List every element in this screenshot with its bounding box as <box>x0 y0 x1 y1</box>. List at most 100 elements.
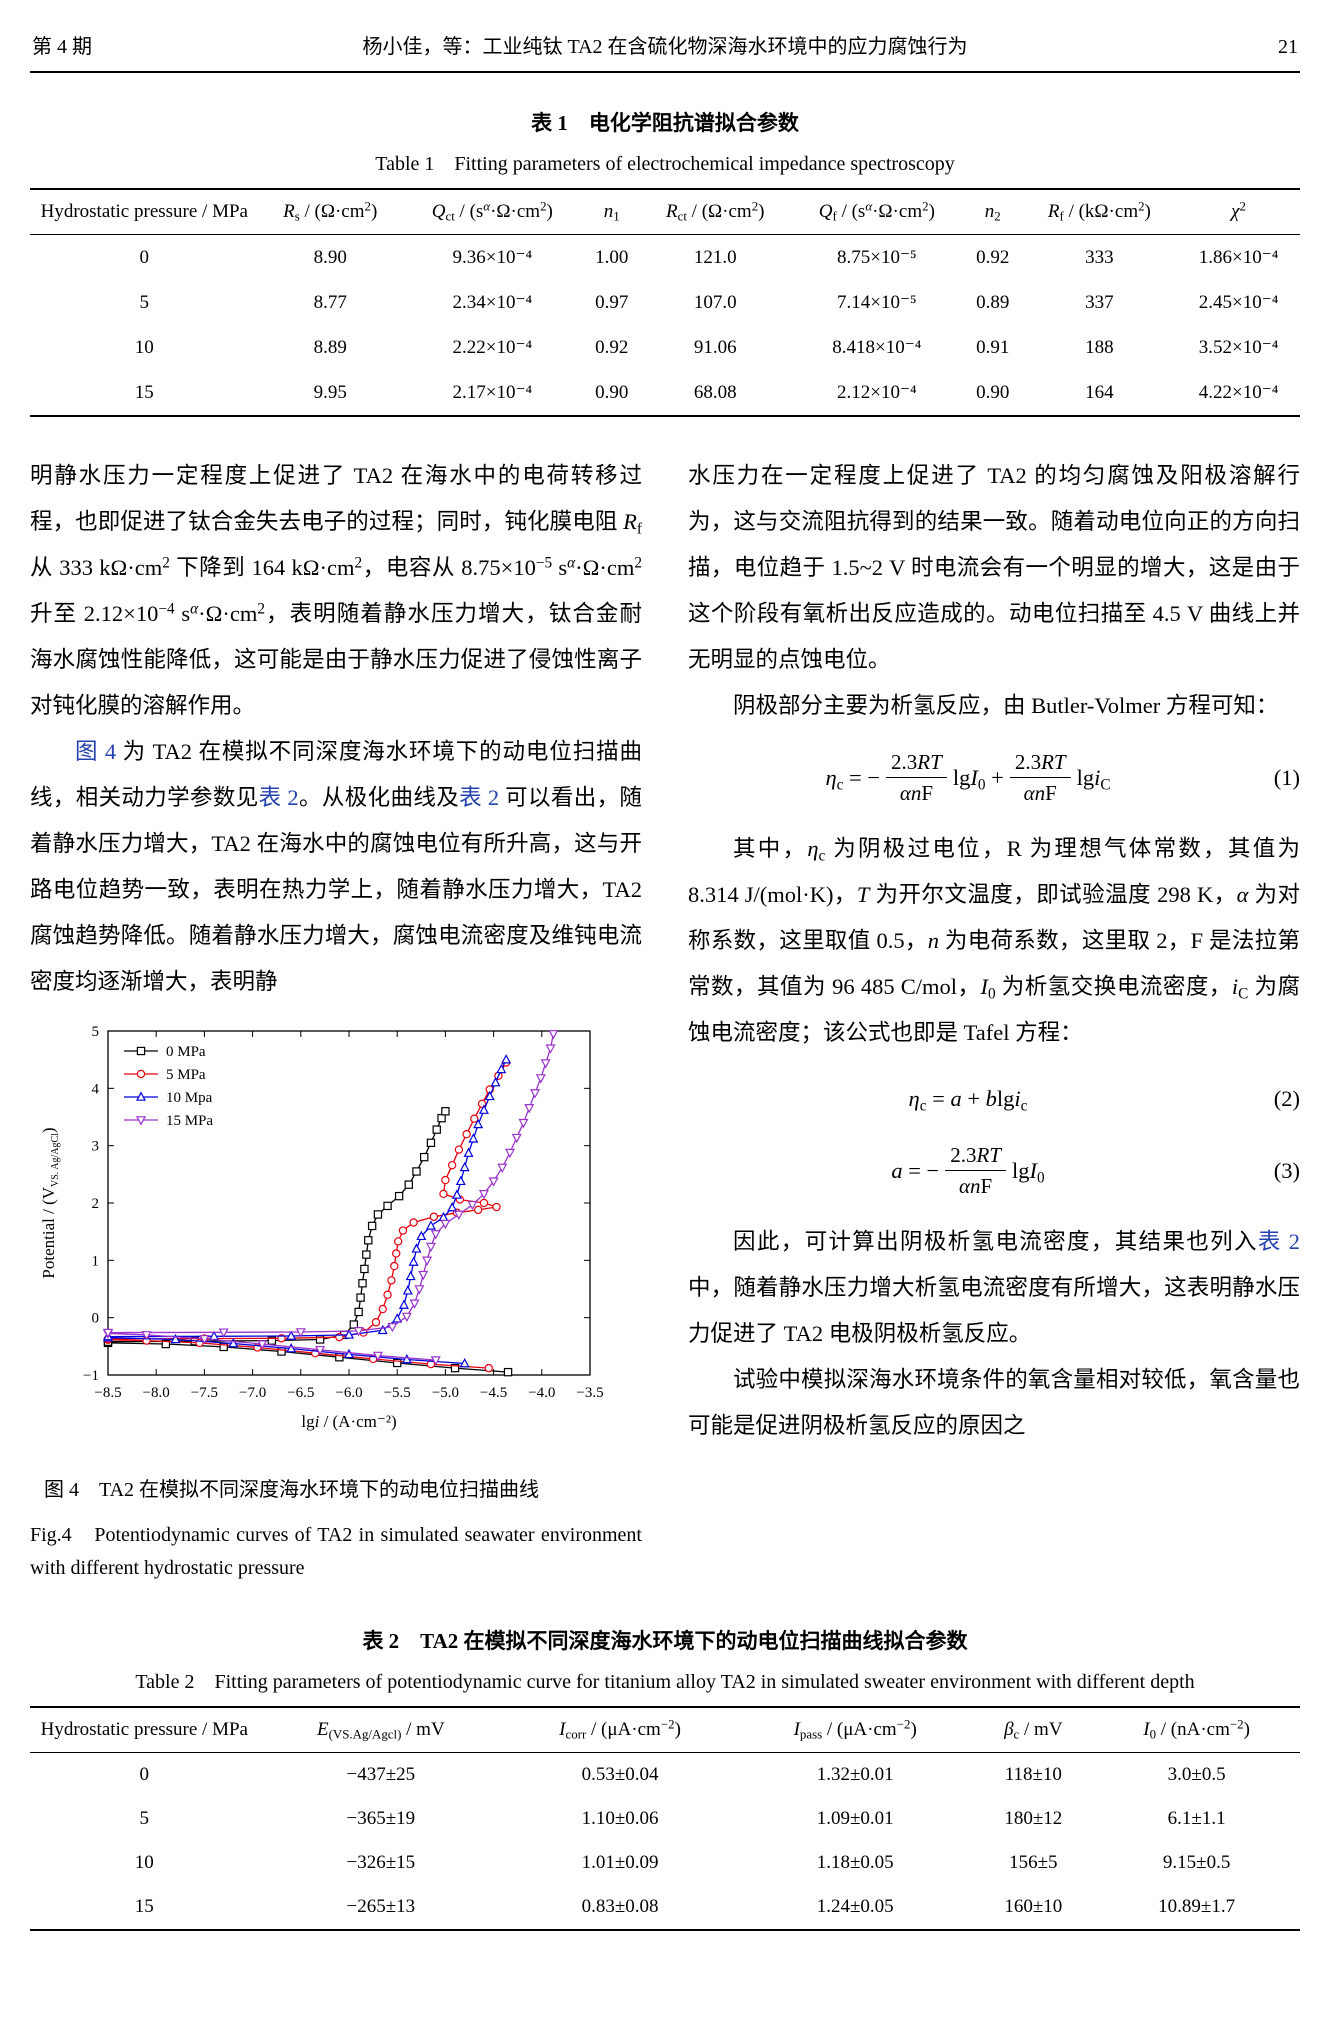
table2-head: Hydrostatic pressure / MPa E(VS.Ag/Agcl) … <box>30 1707 1300 1753</box>
cross-reference-link[interactable]: 表 2 <box>459 785 500 810</box>
text-segment: / (μA·cm <box>822 1719 897 1740</box>
table-row: 10 8.89 2.22×10⁻⁴ 0.92 91.06 8.418×10⁻⁴ 0.91 18… <box>30 325 1300 370</box>
text-segment: 中，随着静水压力增大析氢电流密度有所增大，这表明静水压力促进了 TA2 电极阴极… <box>688 1275 1300 1346</box>
text-segment: (VS.Ag/Agcl) <box>328 1726 402 1742</box>
table-cell: 1.10±0.06 <box>581 1808 659 1829</box>
text-segment: n <box>984 201 995 222</box>
table-cell: 4.22×10⁻⁴ <box>1198 382 1279 403</box>
text-segment: ·Ω·cm <box>872 201 923 222</box>
text-segment: RT <box>917 750 942 774</box>
text-segment: i <box>1094 764 1101 790</box>
text-segment: 2 <box>634 554 642 572</box>
column-header: Icorr / (μA·cm−2) <box>503 1707 737 1753</box>
text-segment: / (nA·cm <box>1156 1719 1230 1740</box>
text-segment: β <box>1004 1719 1014 1740</box>
table-cell: 0.53±0.04 <box>581 1764 659 1785</box>
text-segment: 水压力在一定程度上促进了 TA2 的均匀腐蚀及阳极溶解行为，这与交流阻抗得到的结… <box>688 463 1300 672</box>
text-segment: I <box>1143 1719 1150 1740</box>
table1-head: Hydrostatic pressure / MPa Rs / (Ω·cm2) Qc… <box>30 189 1300 235</box>
column-header: I0 / (nA·cm−2) <box>1093 1707 1300 1753</box>
text-segment: 阴极部分主要为析氢反应，由 Butler-Volmer 方程可知： <box>733 693 1279 718</box>
text-segment: Q <box>818 201 833 222</box>
text-segment: 因此，可计算出阴极析氢电流密度，其结果也列入 <box>733 1229 1258 1254</box>
text-segment: αn <box>1023 781 1046 805</box>
table-cell: 8.89 <box>313 336 347 358</box>
text-segment: α <box>865 198 873 214</box>
text-segment: lg <box>1076 764 1095 790</box>
equation-text: lgiC <box>1077 755 1111 801</box>
potentiodynamic-curves-chart: −8.5 −8.0 −7.5 −7.0 −6.5 −6.0 −5.5 −5.0 −4.5 −4.0… <box>39 1024 604 1431</box>
table-cell: 1.00 <box>595 246 629 268</box>
text-segment: = <box>926 1086 951 1111</box>
table-cell: 0.92 <box>976 246 1010 268</box>
text-segment: f <box>636 520 642 538</box>
figure4: −8.5 −8.0 −7.5 −7.0 −6.5 −6.0 −5.5 −5.0 −4.5 −4.0… <box>30 1019 642 1585</box>
table-row: 15 9.95 2.17×10⁻⁴ 0.90 68.08 2.12×10⁻⁴ 0.90 164… <box>30 370 1300 416</box>
cross-reference-link[interactable]: 表 2 <box>258 785 299 810</box>
text-segment: F <box>1045 781 1057 805</box>
text-segment: i <box>1014 1086 1021 1111</box>
table-cell: 164 <box>1085 381 1114 403</box>
text-segment: 为开尔文温度，即试验温度 298 K， <box>869 882 1237 907</box>
table-cell: 5 <box>139 1808 150 1829</box>
text-segment: 2.3 <box>891 750 918 774</box>
fraction-numerator: 2.3RT <box>886 749 947 778</box>
equation-text: lgI0 <box>1012 1148 1045 1194</box>
text-segment: 2 <box>364 198 371 214</box>
table-row: 10 −326±15 1.01±0.09 1.18±0.05 156±5 9.15±0.5 <box>30 1841 1300 1885</box>
table-cell: 0.83±0.08 <box>581 1896 659 1917</box>
text-segment: 为 TA2 在模拟不同深度海水环境下的动电位扫描曲线，相关动力学参数见 <box>30 739 642 810</box>
text-segment: / (s <box>454 201 484 222</box>
table-cell: 0 <box>139 246 150 268</box>
text-segment: E <box>317 1719 329 1740</box>
text-segment: F <box>980 1174 993 1198</box>
text-segment: ·Ω·cm <box>198 601 258 626</box>
svg-text:−4.5: −4.5 <box>480 1385 507 1401</box>
cross-reference-link[interactable]: 图 4 <box>75 739 117 764</box>
table-cell: 0.97 <box>595 291 629 313</box>
equation-number: (3) <box>1273 1157 1300 1183</box>
table-cell: 5 <box>139 291 150 313</box>
text-segment: 为腐蚀电流密度；该公式也即是 Tafel 方程： <box>688 974 1300 1045</box>
equation-1: ηc = − 2.3RT αnF lgI0 + 2.3RT αnF lgiC (… <box>688 749 1300 806</box>
table1-header-row: Hydrostatic pressure / MPa Rs / (Ω·cm2) Qc… <box>30 189 1300 235</box>
table-cell: 9.15±0.5 <box>1162 1852 1231 1873</box>
column-header: Qct / (sα·Ω·cm2) <box>402 189 583 235</box>
text-segment: c <box>1013 1726 1020 1742</box>
text-segment: R <box>665 201 678 222</box>
svg-text:5: 5 <box>92 1024 100 1040</box>
text-segment: n <box>927 928 939 953</box>
text-segment: α <box>190 600 199 618</box>
table-cell: −265±13 <box>346 1896 416 1917</box>
text-segment: n <box>603 201 614 222</box>
text-segment: αn <box>958 1174 981 1198</box>
text-segment: T <box>856 882 870 907</box>
column-header: n2 <box>964 189 1022 235</box>
table2: Hydrostatic pressure / MPa E(VS.Ag/Agcl) … <box>30 1706 1300 1931</box>
table-cell: 1.86×10⁻⁴ <box>1198 247 1279 268</box>
svg-text:−1: −1 <box>83 1368 99 1384</box>
table-cell: 8.418×10⁻⁴ <box>832 337 922 358</box>
text-segment: F <box>921 781 934 805</box>
fraction: 2.3RT αnF <box>886 749 947 806</box>
text-segment: c <box>919 1097 927 1115</box>
paragraph: 图 4 为 TA2 在模拟不同深度海水环境下的动电位扫描曲线，相关动力学参数见表… <box>30 729 642 1005</box>
cross-reference-link[interactable]: 表 2 <box>1257 1229 1300 1254</box>
table-cell: 107.0 <box>693 291 737 313</box>
table-cell: 1.24±0.05 <box>816 1896 894 1917</box>
text-segment: 0 <box>1037 1168 1045 1186</box>
text-segment: ，电容从 8.75×10 <box>362 555 536 580</box>
text-segment: I <box>970 764 978 790</box>
text-segment: 其中， <box>733 836 808 861</box>
table-cell: −326±15 <box>346 1852 416 1873</box>
text-segment: I <box>980 974 988 999</box>
paragraph: 其中，ηc 为阴极过电位，R 为理想气体常数，其值为 8.314 J/(mol·… <box>688 826 1300 1056</box>
text-segment: ·Ω·cm <box>490 201 541 222</box>
table-cell: 1.32±0.01 <box>816 1764 894 1785</box>
text-segment: = − <box>843 764 881 790</box>
table-cell: 2.12×10⁻⁴ <box>837 382 917 403</box>
svg-text:−6.5: −6.5 <box>287 1385 314 1401</box>
text-segment: 2.3 <box>1014 750 1042 774</box>
table1-title-en: Table 1 Fitting parameters of electroche… <box>375 153 955 175</box>
